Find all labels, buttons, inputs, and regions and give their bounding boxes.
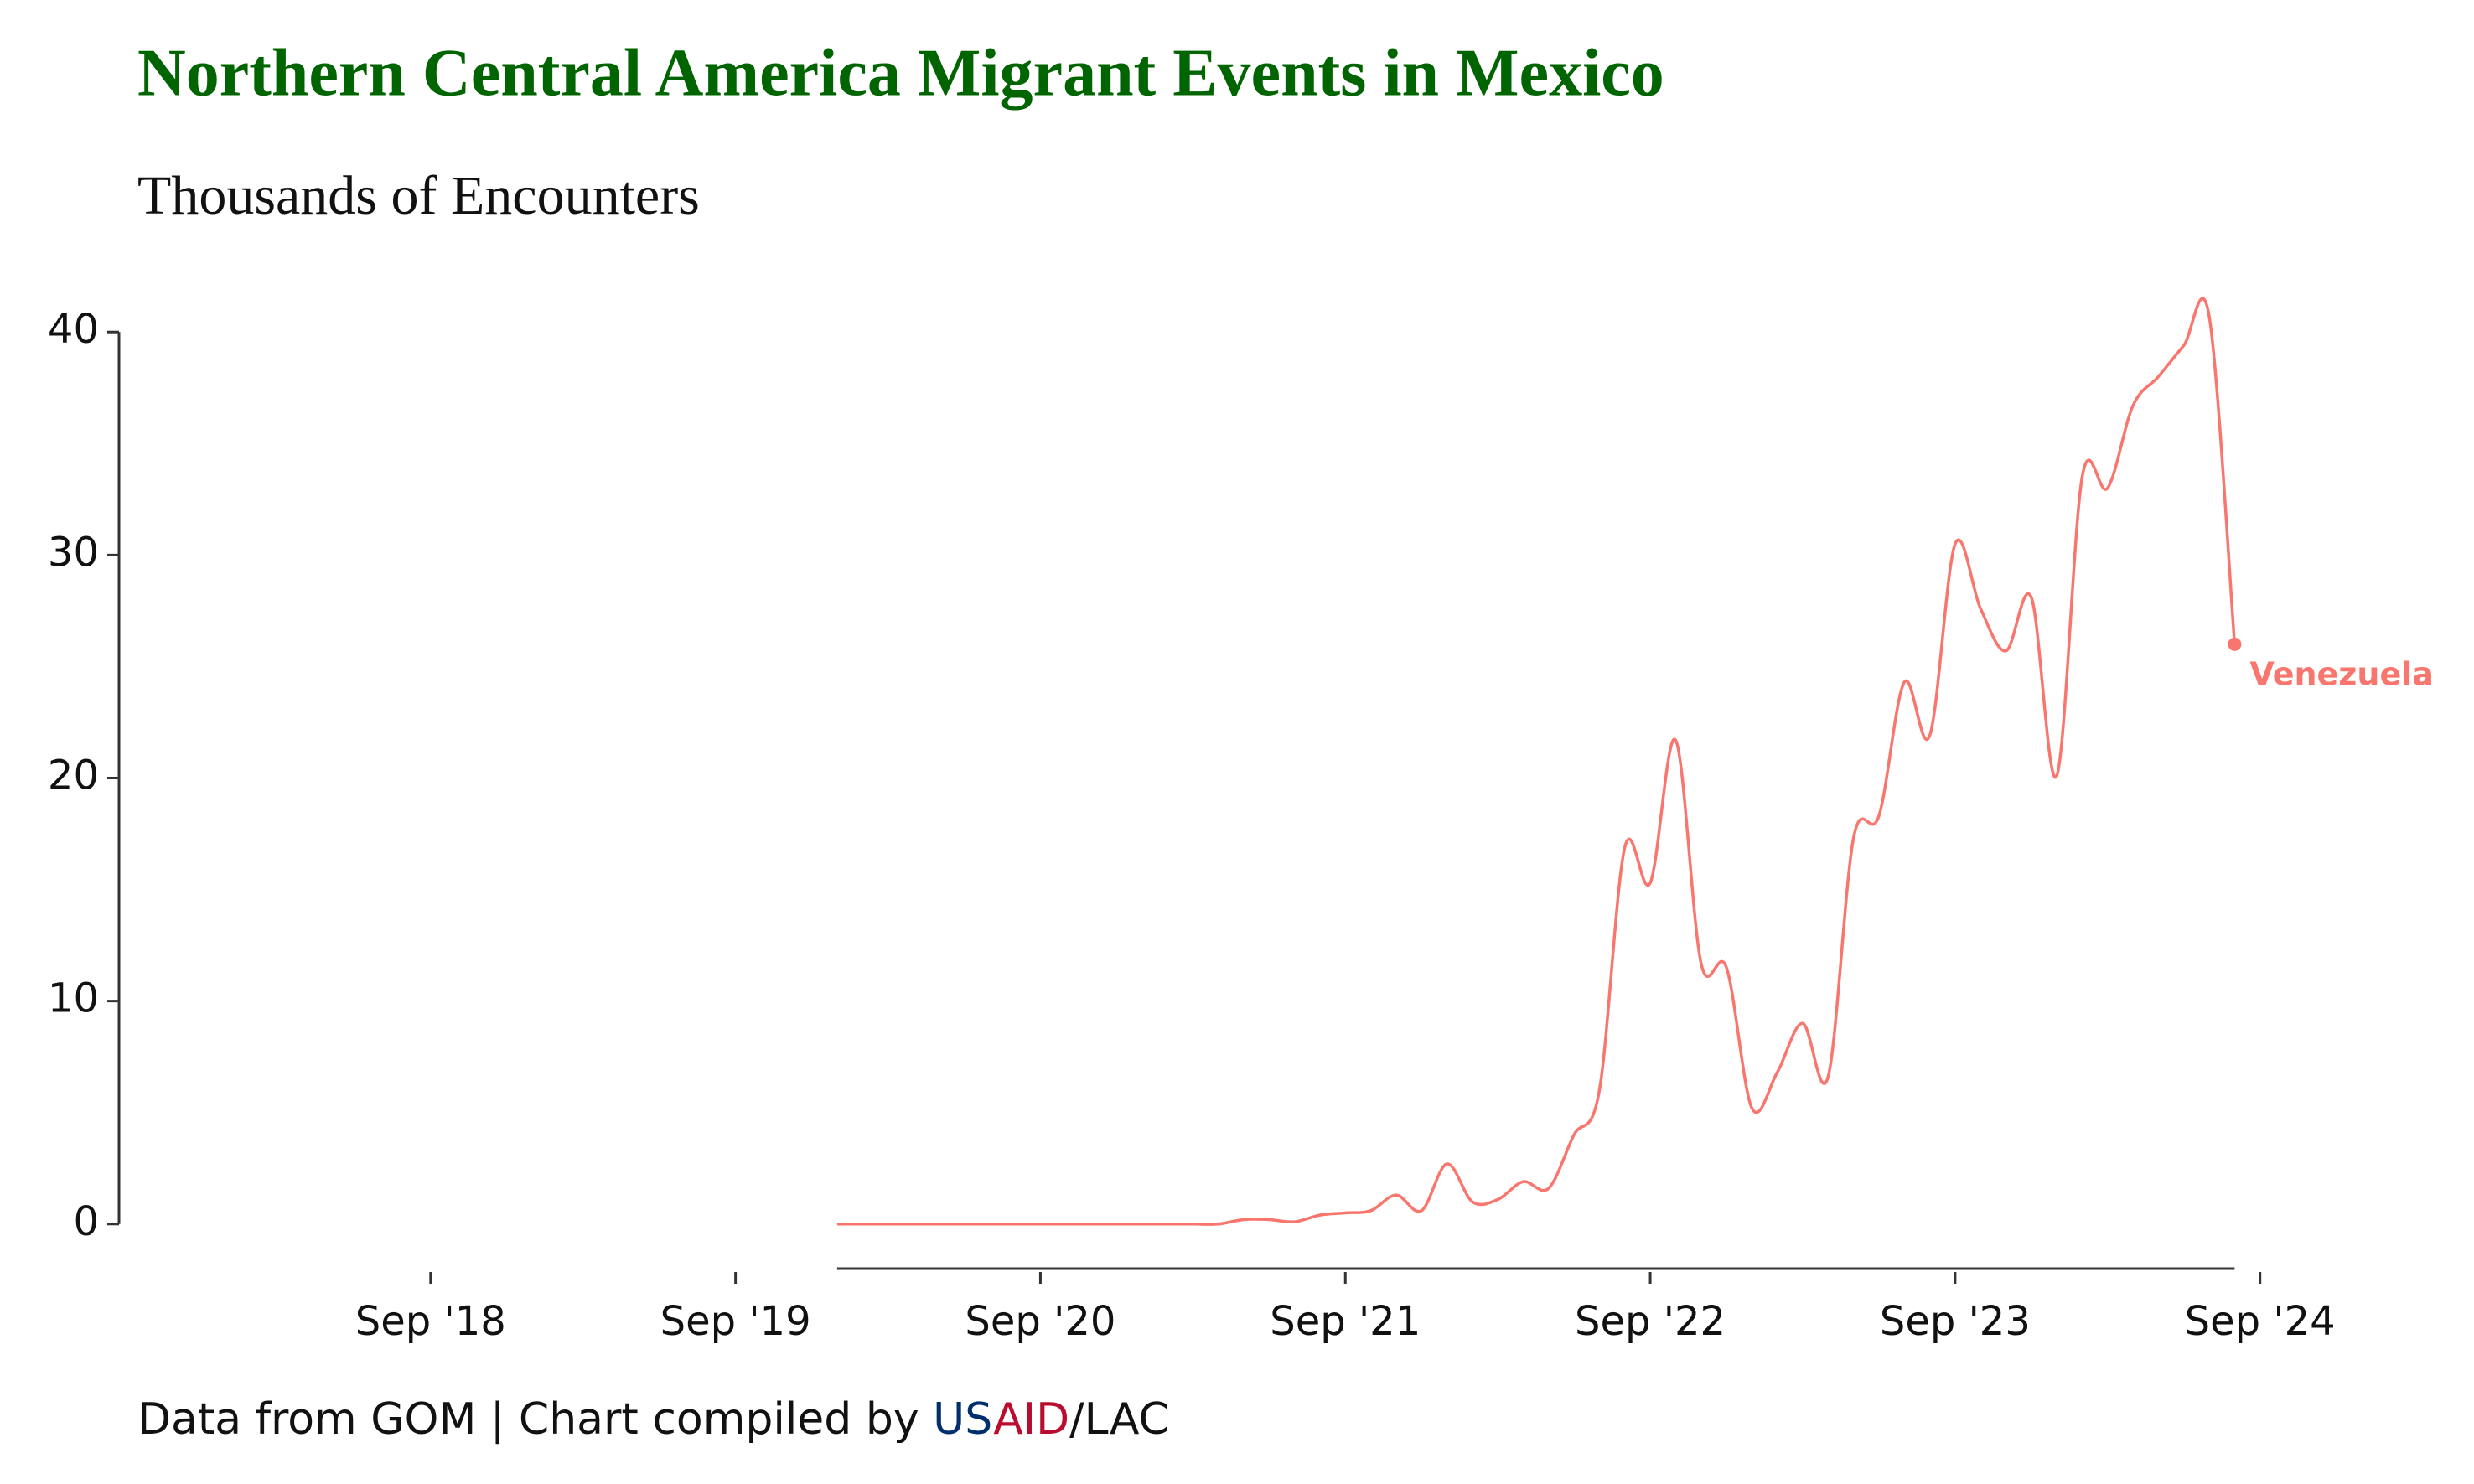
end-point <box>2228 637 2242 651</box>
caption: Data from GOM | Chart compiled by USAID/… <box>137 1394 1169 1445</box>
chart-subtitle: Thousands of Encounters <box>137 165 700 226</box>
x-tick-label: Sep '22 <box>1575 1298 1726 1345</box>
x-tick-label: Sep '24 <box>2185 1298 2336 1345</box>
y-tick-label: 10 <box>48 975 99 1022</box>
chart-title: Northern Central America Migrant Events … <box>137 36 1664 110</box>
caption-text: /LAC <box>1069 1394 1169 1445</box>
x-tick-label: Sep '18 <box>355 1298 506 1345</box>
caption-text: Data from GOM | Chart compiled by <box>137 1394 933 1445</box>
y-tick-label: 20 <box>48 752 99 799</box>
x-tick-label: Sep '19 <box>660 1298 811 1345</box>
caption-us: US <box>933 1394 993 1445</box>
x-tick-label: Sep '23 <box>1880 1298 2031 1345</box>
y-tick-label: 30 <box>48 529 99 576</box>
y-tick-label: 0 <box>73 1198 99 1245</box>
series-label: Venezuela <box>2249 655 2434 692</box>
y-tick-label: 40 <box>48 306 99 353</box>
x-tick-label: Sep '20 <box>965 1298 1115 1345</box>
line <box>836 297 2237 1226</box>
x-tick-label: Sep '21 <box>1270 1298 1421 1345</box>
caption-aid: AID <box>993 1394 1069 1445</box>
